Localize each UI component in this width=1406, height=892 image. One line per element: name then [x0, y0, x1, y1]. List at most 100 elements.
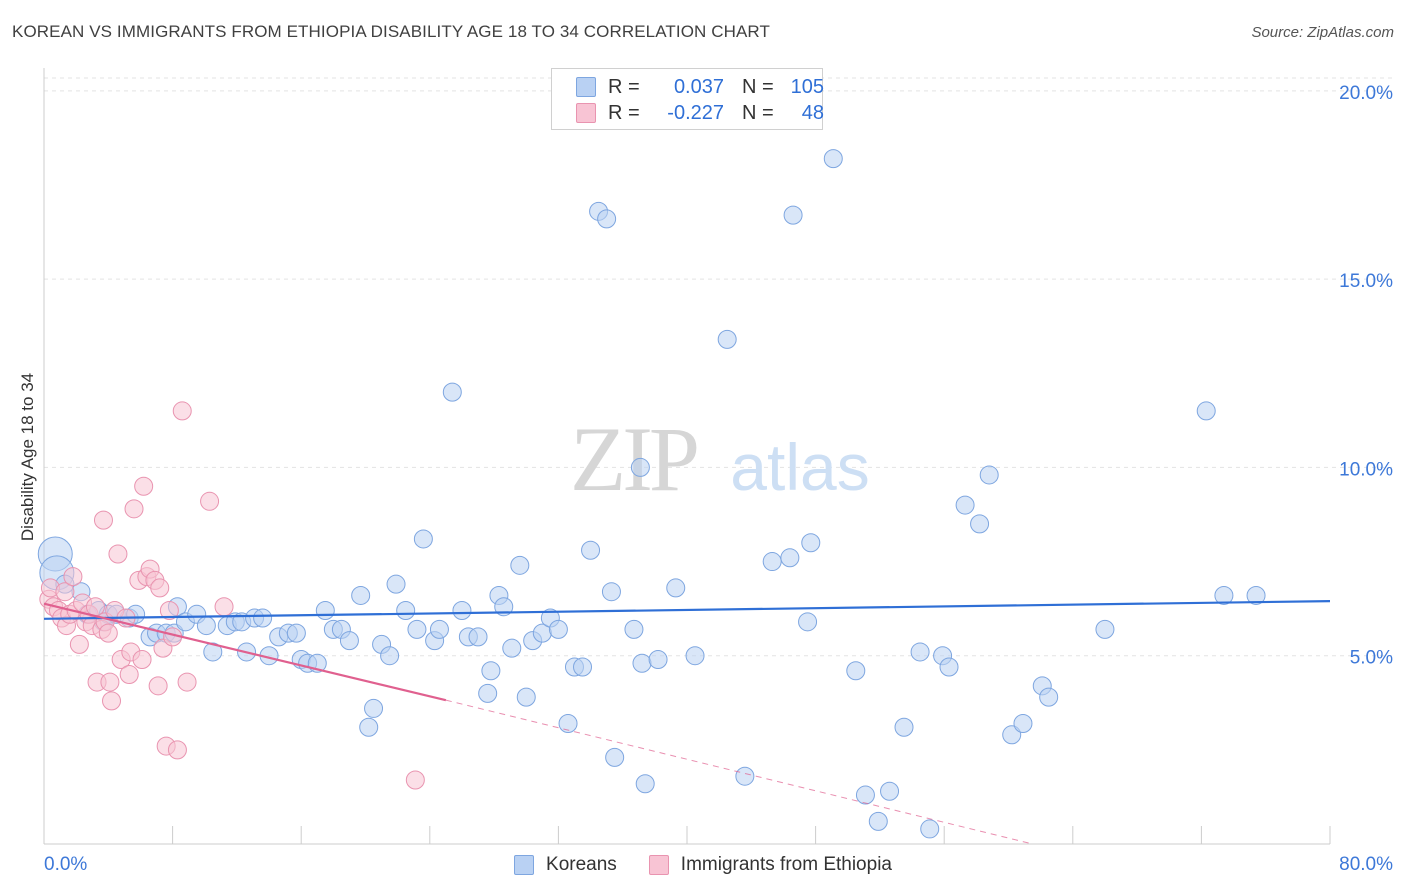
data-point	[510, 555, 530, 575]
x-tick-label: 0.0%	[44, 854, 87, 875]
data-point	[601, 582, 621, 602]
data-point	[597, 209, 617, 229]
legend-r-value: 0.037	[673, 75, 724, 98]
data-point	[429, 619, 449, 639]
data-point	[502, 638, 522, 658]
data-point	[134, 476, 154, 496]
data-point	[939, 657, 959, 677]
legend-r-value: -0.227	[667, 101, 724, 124]
y-axis-label: Disability Age 18 to 34	[18, 373, 37, 541]
data-point	[339, 631, 359, 651]
data-point	[177, 672, 197, 692]
y-tick-label: 5.0%	[1350, 648, 1393, 669]
data-point	[214, 597, 234, 617]
data-point	[315, 601, 335, 621]
legend-swatch-ethiopia	[648, 855, 669, 875]
data-point	[286, 623, 306, 643]
data-point	[196, 616, 216, 636]
data-point	[102, 691, 122, 711]
legend-swatch-koreans	[514, 855, 535, 875]
data-point	[148, 676, 168, 696]
data-point	[632, 653, 652, 673]
data-point	[979, 465, 999, 485]
data-point	[516, 687, 536, 707]
grid-lines	[44, 77, 1392, 657]
data-point	[880, 781, 900, 801]
data-point	[955, 495, 975, 515]
data-point	[203, 642, 223, 662]
watermark-atlas: atlas	[730, 430, 869, 504]
legend-row-ethiopia: R = -0.227 N = 48	[576, 101, 824, 125]
data-point	[630, 457, 650, 477]
data-point	[386, 574, 406, 594]
data-point	[624, 619, 644, 639]
chart-title: KOREAN VS IMMIGRANTS FROM ETHIOPIA DISAB…	[12, 22, 770, 41]
legend-item-ethiopia[interactable]: Immigrants from Ethiopia	[648, 854, 892, 876]
data-point	[685, 646, 705, 666]
data-point	[1196, 401, 1216, 421]
data-point	[823, 149, 843, 169]
data-point	[119, 665, 139, 685]
legend-n-value: 105	[790, 75, 824, 98]
data-point	[1214, 585, 1234, 605]
y-tick-label: 20.0%	[1339, 83, 1393, 104]
data-point	[846, 661, 866, 681]
data-point	[132, 649, 152, 669]
data-point	[1002, 725, 1022, 745]
y-tick-label: 15.0%	[1339, 271, 1393, 292]
data-point	[69, 634, 89, 654]
data-point	[1013, 713, 1033, 733]
source-label: Source: ZipAtlas.com	[1251, 24, 1394, 41]
data-point	[920, 819, 940, 839]
data-point	[735, 766, 755, 786]
data-point	[801, 533, 821, 553]
correlation-legend: R = 0.037 N = 105 R = -0.227 N = 48	[551, 68, 824, 130]
legend-n-value: 48	[801, 101, 824, 124]
data-point	[666, 578, 686, 598]
data-point	[717, 329, 737, 349]
legend-swatch-ethiopia	[576, 103, 596, 123]
koreans-points	[37, 149, 1266, 839]
legend-n-label: N =	[742, 75, 774, 98]
data-point	[159, 601, 179, 621]
data-point	[452, 601, 472, 621]
data-point	[200, 491, 220, 511]
data-point	[150, 578, 170, 598]
data-point	[783, 205, 803, 225]
data-point	[359, 717, 379, 737]
legend-label-ethiopia: Immigrants from Ethiopia	[680, 854, 892, 875]
data-point	[407, 619, 427, 639]
axes	[43, 68, 1331, 845]
ethiopia-trend-extension	[445, 699, 1033, 845]
data-point	[970, 514, 990, 534]
data-point	[253, 608, 273, 628]
data-point	[63, 567, 83, 587]
legend-item-koreans[interactable]: Koreans	[514, 854, 617, 876]
ethiopia-trend-line	[43, 602, 447, 702]
data-point	[1246, 585, 1266, 605]
data-point	[605, 747, 625, 767]
data-point	[798, 612, 818, 632]
legend-swatch-koreans	[576, 77, 596, 97]
data-point	[351, 585, 371, 605]
data-point	[635, 774, 655, 794]
ethiopia-points	[39, 401, 425, 790]
data-point	[548, 619, 568, 639]
data-point	[98, 623, 118, 643]
data-point	[494, 597, 514, 617]
legend-r-label: R =	[608, 101, 640, 124]
legend-r-label: R =	[608, 75, 640, 98]
data-point	[124, 499, 144, 519]
data-point	[172, 401, 192, 421]
data-point	[1095, 619, 1115, 639]
data-point	[855, 785, 875, 805]
data-point	[413, 529, 433, 549]
data-point	[468, 627, 488, 647]
data-point	[581, 540, 601, 560]
data-point	[55, 582, 75, 602]
data-point	[405, 770, 425, 790]
data-point	[648, 649, 668, 669]
x-tick-label: 80.0%	[1339, 854, 1393, 875]
data-point	[108, 544, 128, 564]
